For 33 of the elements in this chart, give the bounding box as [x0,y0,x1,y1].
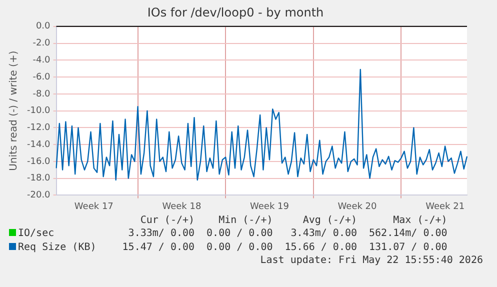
legend-label: Req Size (KB) [17,241,98,255]
x-tick-label: Week 18 [162,202,202,212]
text: 0.00 / 0.00 [206,227,274,241]
y-axis-title: Units read (-) / write (+) [8,50,20,171]
legend-label: IO/sec [17,227,56,241]
text: 15.47 / 0.00 [121,241,196,255]
x-tick-label: Week 17 [74,202,114,212]
y-tick-label: -10.0 [26,106,51,116]
y-tick-label: -20.0 [26,190,51,201]
text: Avg (-/+) [302,215,358,227]
y-tick-label: -6.0 [32,72,51,82]
text: 131.07 / 0.00 [368,241,448,255]
text: 3.33m/ 0.00 [127,227,196,241]
y-tick-label: -4.0 [32,56,51,66]
y-tick-label: -14.0 [26,140,51,150]
x-tick-label: Week 20 [338,202,378,212]
y-tick-label: -18.0 [26,174,51,184]
text: Last update: Fri May 22 15:55:40 2026 [259,255,484,266]
y-tick-label: -12.0 [26,123,51,134]
text: Cur (-/+) [139,215,196,227]
text: 562.14m/ 0.00 [368,227,448,241]
y-tick-label: -8.0 [32,89,51,100]
text: Min (-/+) [218,215,274,227]
text: 15.66 / 0.00 [284,241,358,255]
text: Max (-/+) [392,215,448,227]
y-tick-label: -16.0 [26,156,51,167]
text: 3.43m/ 0.00 [290,227,358,241]
chart-title: IOs for /dev/loop0 - by month [147,5,324,20]
y-tick-label: -2.0 [32,38,51,49]
text: 0.00 / 0.00 [206,241,274,255]
x-tick-label: Week 19 [250,202,290,212]
x-tick-label: Week 21 [426,202,465,212]
y-tick-label: 0.0 [36,22,51,32]
